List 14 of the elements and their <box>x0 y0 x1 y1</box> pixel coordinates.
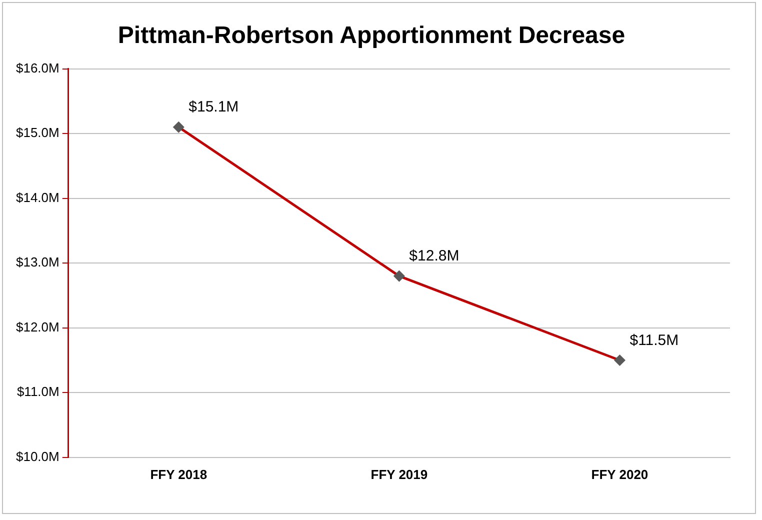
chart-title: Pittman-Robertson Apportionment Decrease <box>118 22 626 50</box>
x-tick-label: FFY 2018 <box>150 466 208 482</box>
x-tick-label: FFY 2020 <box>591 466 648 482</box>
y-tick-label: $11.0M <box>16 384 60 400</box>
y-tick-label: $12.0M <box>16 319 60 334</box>
data-label: $11.5M <box>630 332 679 349</box>
x-tick-label: FFY 2019 <box>370 466 428 482</box>
y-tick-label: $14.0M <box>16 190 60 205</box>
y-tick-label: $13.0M <box>16 254 60 270</box>
y-tick-label: $10.0M <box>16 448 60 464</box>
data-label: $15.1M <box>188 98 239 116</box>
y-tick-label: $16.0M <box>16 60 60 76</box>
y-tick-label: $15.0M <box>16 125 60 140</box>
data-label: $12.8M <box>409 248 460 265</box>
